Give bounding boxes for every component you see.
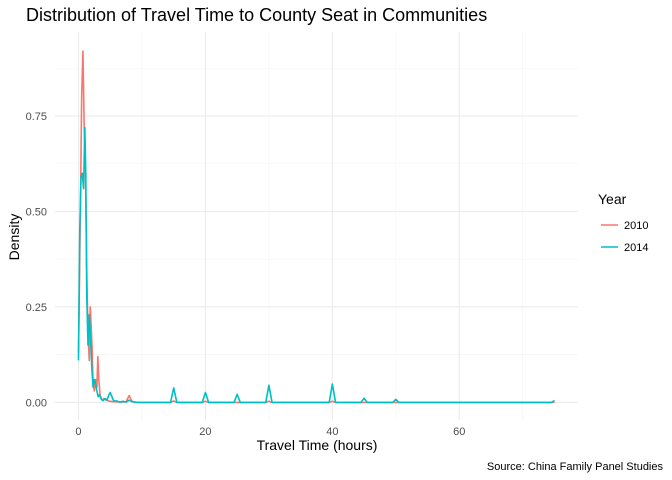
legend: Year 2010 2014 <box>598 191 648 254</box>
legend-label-2010: 2010 <box>624 220 648 232</box>
legend-title: Year <box>598 191 627 207</box>
x-tick-label: 60 <box>453 426 465 438</box>
y-axis-title: Density <box>6 214 22 261</box>
chart-title: Distribution of Travel Time to County Se… <box>26 5 487 25</box>
x-tick-labels: 0 20 40 60 <box>75 426 465 438</box>
y-tick-label: 0.00 <box>26 397 47 409</box>
x-axis-title: Travel Time (hours) <box>257 437 378 453</box>
x-tick-label: 0 <box>75 426 81 438</box>
y-tick-labels: 0.00 0.25 0.50 0.75 <box>26 111 47 409</box>
legend-label-2014: 2014 <box>624 242 648 254</box>
y-tick-label: 0.25 <box>26 302 47 314</box>
x-tick-label: 20 <box>199 426 211 438</box>
y-tick-label: 0.50 <box>26 206 47 218</box>
series-line-2010 <box>77 50 555 404</box>
series-lines <box>77 50 555 404</box>
series-line-2014 <box>77 126 555 404</box>
chart-caption: Source: China Family Panel Studies <box>487 461 664 473</box>
x-tick-label: 40 <box>326 426 338 438</box>
y-tick-label: 0.75 <box>26 111 47 123</box>
legend-items: 2010 2014 <box>601 220 648 254</box>
